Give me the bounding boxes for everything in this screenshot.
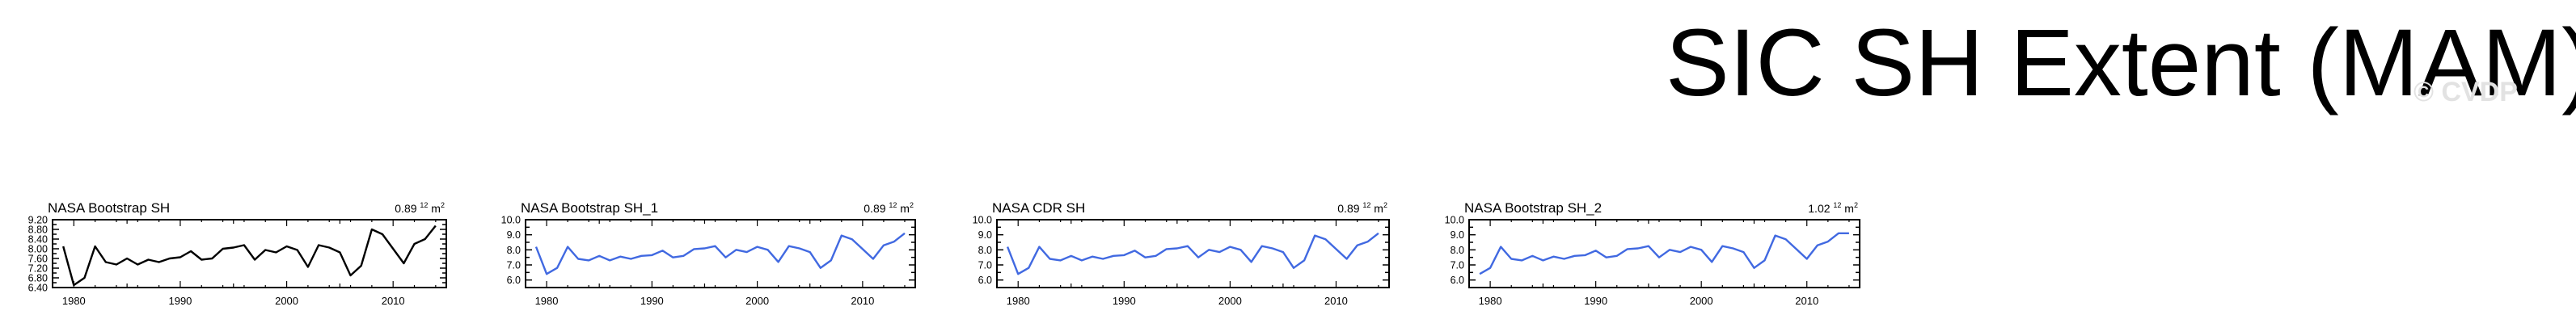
series-line <box>1006 232 1379 275</box>
y-tick-label: 8.0 <box>978 245 992 256</box>
chart-panel-2: NASA Bootstrap SH_1 0.89 12 m2 6.0 7.0 8.0 9.… <box>501 200 916 307</box>
x-tick-label: 2000 <box>1690 295 1713 307</box>
y-tick-label: 10.0 <box>501 215 521 226</box>
watermark-logo: © CVDP <box>2413 77 2518 107</box>
y-tick-label: 6.80 <box>28 273 48 284</box>
plot-frame <box>525 219 916 288</box>
x-tick-label: 2010 <box>851 295 874 307</box>
x-tick-label: 1980 <box>62 295 86 307</box>
series-line <box>534 232 906 275</box>
x-tick-label: 2010 <box>1324 295 1348 307</box>
panel-value-label: 0.89 12 m2 <box>1337 201 1387 215</box>
panel-value-label: 0.89 12 m2 <box>864 201 914 215</box>
series-line <box>62 225 437 287</box>
y-tick-label: 9.20 <box>28 215 48 226</box>
y-tick-label: 8.80 <box>28 225 48 236</box>
x-tick-label: 1990 <box>168 295 192 307</box>
x-tick-label: 2000 <box>1218 295 1242 307</box>
panel-title: NASA Bootstrap SH <box>48 200 170 216</box>
x-tick-label: 1990 <box>1113 295 1136 307</box>
y-tick-label: 10.0 <box>973 215 992 226</box>
y-tick-label: 8.0 <box>507 245 521 256</box>
plot-frame <box>1468 219 1860 288</box>
y-tick-label: 7.0 <box>1451 260 1464 271</box>
x-tick-label: 2010 <box>1795 295 1818 307</box>
y-tick-label: 9.0 <box>978 229 992 241</box>
x-tick-label: 1980 <box>1007 295 1030 307</box>
plot-frame <box>996 219 1390 288</box>
panel-value-label: 0.89 12 m2 <box>395 201 445 215</box>
y-tick-label: 8.00 <box>28 244 48 255</box>
x-tick-label: 2010 <box>382 295 405 307</box>
y-tick-label: 6.40 <box>28 283 48 294</box>
y-tick-label: 7.20 <box>28 263 48 275</box>
x-tick-label: 1990 <box>1584 295 1607 307</box>
y-tick-label: 10.0 <box>1445 215 1464 226</box>
x-tick-label: 2000 <box>275 295 298 307</box>
y-tick-label: 7.0 <box>507 260 521 271</box>
panel-title: NASA CDR SH <box>992 200 1085 216</box>
figure-title: SIC SH Extent (MAM) <box>1666 10 2576 116</box>
chart-panel-4: NASA Bootstrap SH_2 1.02 12 m2 6.0 7.0 8.0 9.… <box>1445 200 1860 307</box>
panel-title: NASA Bootstrap SH_2 <box>1464 200 1602 216</box>
x-tick-label: 1990 <box>640 295 664 307</box>
chart-panel-3: NASA CDR SH 0.89 12 m2 6.0 7.0 8.0 9.0 10.0 198… <box>973 200 1390 307</box>
panel-value-label: 1.02 12 m2 <box>1808 201 1858 215</box>
y-tick-label: 7.0 <box>978 260 992 271</box>
y-tick-label: 9.0 <box>1451 229 1464 241</box>
y-tick-label: 7.60 <box>28 254 48 265</box>
y-tick-label: 6.0 <box>1451 275 1464 286</box>
series-line <box>1479 232 1849 275</box>
x-tick-label: 1980 <box>1479 295 1502 307</box>
chart-panel-1: NASA Bootstrap SH 0.89 12 m2 6.406.807.207… <box>28 200 447 307</box>
y-tick-label: 6.0 <box>507 275 521 286</box>
y-tick-label: 8.40 <box>28 234 48 246</box>
y-tick-label: 9.0 <box>507 229 521 241</box>
y-tick-label: 6.0 <box>978 275 992 286</box>
x-tick-label: 2000 <box>745 295 769 307</box>
y-tick-label: 8.0 <box>1451 245 1464 256</box>
panel-title: NASA Bootstrap SH_1 <box>521 200 658 216</box>
x-tick-label: 1980 <box>535 295 559 307</box>
